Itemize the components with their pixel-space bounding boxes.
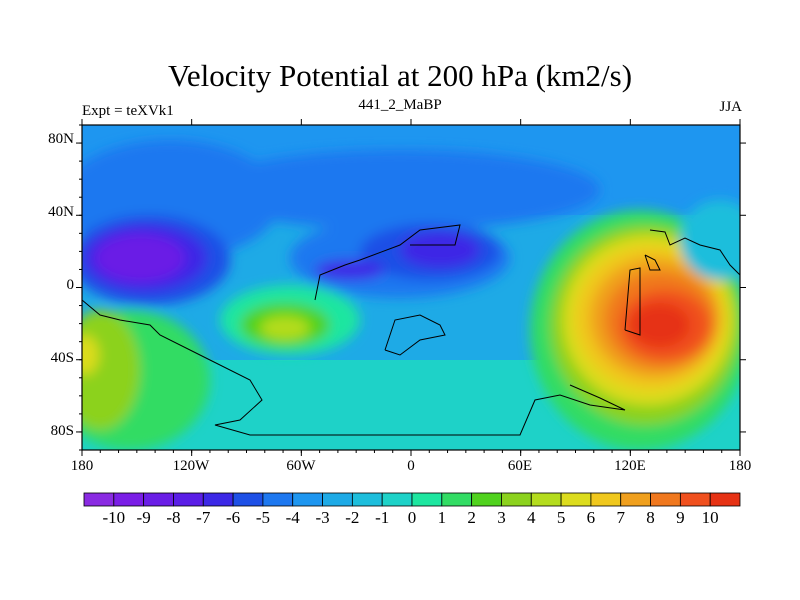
x-tick-label: 180	[728, 458, 752, 474]
blob-east-cool	[680, 200, 740, 280]
y-tick-label: 40N	[48, 204, 74, 220]
colorbar-box	[232, 492, 264, 507]
colorbar-label: 5	[556, 508, 566, 527]
y-tick-label: 40S	[50, 350, 74, 366]
colorbar-label: -7	[196, 508, 211, 527]
blob-central-3	[400, 232, 480, 268]
left-string: Expt = teXVk1	[82, 103, 174, 119]
colorbar-label: 2	[467, 508, 476, 527]
colorbar-label: 8	[646, 508, 655, 527]
map-field	[82, 125, 740, 450]
blob-west-3	[95, 234, 185, 282]
colorbar-label: 9	[676, 508, 685, 527]
colorbar-box	[501, 492, 532, 507]
colorbar-label: -3	[315, 508, 330, 527]
colorbar-box	[650, 492, 681, 507]
colorbar-label: -6	[225, 508, 241, 527]
colorbar-label: -4	[285, 508, 300, 527]
colorbar-box	[143, 492, 174, 507]
blob-sw-3	[82, 335, 99, 375]
colorbar-label: 10	[701, 508, 719, 527]
colorbar-label: -2	[345, 508, 360, 527]
y-tick-label: 0	[66, 277, 75, 293]
colorbar-label: 3	[497, 508, 506, 527]
blob-north-blue	[200, 150, 600, 230]
colorbar-box	[411, 492, 443, 507]
colorbar-box	[202, 492, 234, 507]
blob-green-3	[260, 316, 310, 340]
coastlines	[82, 224, 740, 436]
x-tick-label: 60W	[286, 458, 316, 474]
colorbar-box	[441, 492, 473, 507]
blob-central-4	[315, 260, 385, 280]
colorbar-box	[560, 492, 592, 507]
colorbar-box	[173, 492, 204, 507]
colorbar-label: -9	[136, 508, 151, 527]
x-tick-label: 60E	[507, 458, 533, 474]
colorbar-box	[262, 492, 294, 507]
x-tick-label: 120E	[614, 458, 646, 474]
y-tick-label: 80S	[50, 423, 74, 439]
blob-east-8	[630, 303, 690, 347]
blob-sw-2	[82, 310, 140, 430]
colorbar-box	[620, 492, 651, 507]
colorbar	[83, 492, 741, 507]
colorbar-box	[590, 492, 622, 507]
colorbar-label: -8	[166, 508, 181, 527]
colorbar-box	[351, 492, 383, 507]
colorbar-box	[471, 492, 502, 507]
y-tick-label: 80N	[48, 131, 74, 147]
colorbar-label: 1	[437, 508, 447, 527]
colorbar-label: 7	[616, 508, 625, 527]
colorbar-label: 6	[586, 508, 596, 527]
colorbar-label: -1	[375, 508, 390, 527]
colorbar-box	[83, 492, 115, 507]
axis-ticks	[76, 119, 746, 456]
colorbar-label: 4	[527, 508, 536, 527]
colorbar-box	[113, 492, 145, 507]
center-string: 441_2_MaBP	[358, 97, 442, 113]
colorbar-box	[292, 492, 323, 507]
colorbar-label: 0	[407, 508, 417, 527]
colorbar-box	[381, 492, 413, 507]
field-blobs	[82, 140, 740, 450]
colorbar-box	[709, 492, 741, 507]
colorbar-box	[322, 492, 353, 507]
colorbar-label: -5	[255, 508, 270, 527]
right-string: JJA	[719, 99, 742, 115]
colorbar-box	[679, 492, 711, 507]
colorbar-label: -10	[102, 508, 126, 527]
chart-title: Velocity Potential at 200 hPa (km2/s)	[167, 58, 633, 93]
x-tick-label: 180	[70, 458, 94, 474]
colorbar-box	[530, 492, 562, 507]
x-tick-label: 0	[407, 458, 415, 474]
x-tick-label: 120W	[172, 458, 210, 474]
